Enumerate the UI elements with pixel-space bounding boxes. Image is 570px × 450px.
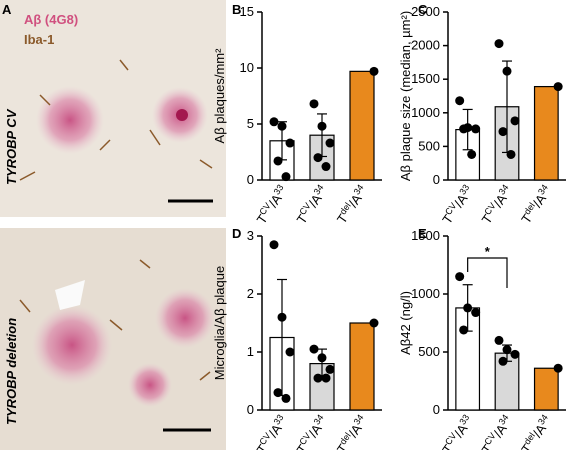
x-tick-label: Tdel/A34 xyxy=(333,183,370,227)
data-point xyxy=(471,308,481,318)
stain-label: Iba-1 xyxy=(24,32,54,47)
y-axis-label: Aβ42 (ng/l) xyxy=(398,291,413,355)
data-point xyxy=(317,121,327,131)
data-point xyxy=(471,124,481,134)
y-tick-label: 1 xyxy=(247,344,254,359)
bar xyxy=(533,367,559,411)
data-point xyxy=(369,66,379,76)
data-point xyxy=(277,312,287,322)
data-point xyxy=(285,138,295,148)
y-tick-label: 0 xyxy=(247,172,254,187)
data-point xyxy=(553,82,563,92)
micrograph-bottom xyxy=(0,228,226,450)
x-tick-label: TCV/A34 xyxy=(478,183,516,227)
data-point xyxy=(273,388,283,398)
row-label: TYROBP deletion xyxy=(4,318,19,425)
x-tick-label: TCV/A34 xyxy=(293,183,331,227)
y-tick-label: 2000 xyxy=(411,38,440,53)
data-point xyxy=(494,335,504,345)
data-point xyxy=(321,373,331,383)
stain-label: Aβ (4G8) xyxy=(24,12,78,27)
x-tick-label: Tdel/A34 xyxy=(517,413,554,450)
panel-letter: D xyxy=(232,226,241,241)
y-tick-label: 500 xyxy=(418,138,440,153)
data-point xyxy=(285,347,295,357)
data-point xyxy=(309,344,319,354)
y-axis-label: Aβ plaque size (median, µm²) xyxy=(398,11,413,181)
data-point xyxy=(498,356,508,366)
y-tick-label: 500 xyxy=(418,344,440,359)
y-tick-label: 2500 xyxy=(411,4,440,19)
y-tick-label: 0 xyxy=(247,402,254,417)
micrograph-top xyxy=(0,0,226,217)
y-axis-label: Microglia/Aβ plaque xyxy=(212,266,227,380)
x-tick-label: TCV/A34 xyxy=(478,413,516,450)
data-point xyxy=(277,121,287,131)
data-point xyxy=(317,353,327,363)
data-point xyxy=(510,116,520,126)
data-point xyxy=(269,240,279,250)
y-tick-label: 10 xyxy=(240,60,254,75)
data-point xyxy=(313,153,323,163)
data-point xyxy=(269,117,279,127)
x-tick-label: Tdel/A34 xyxy=(517,183,554,227)
data-point xyxy=(325,138,335,148)
data-point xyxy=(369,318,379,328)
data-point xyxy=(313,373,323,383)
data-point xyxy=(463,303,473,313)
y-axis-label: Aβ plaques/mm² xyxy=(212,48,227,144)
significance-bracket xyxy=(467,257,508,288)
data-point xyxy=(459,325,469,335)
panel-letter: A xyxy=(2,2,12,17)
data-point xyxy=(498,127,508,137)
x-tick-label: TCV/A33 xyxy=(253,413,291,450)
data-point xyxy=(281,172,291,182)
panel-letter: B xyxy=(232,2,241,17)
y-tick-label: 15 xyxy=(240,4,254,19)
panel-letter: E xyxy=(418,226,427,241)
data-point xyxy=(553,363,563,373)
bar xyxy=(349,322,375,411)
x-tick-label: TCV/A33 xyxy=(438,413,476,450)
data-point xyxy=(502,345,512,355)
y-tick-label: 1500 xyxy=(411,71,440,86)
data-point xyxy=(325,364,335,374)
row-label: TYROBP CV xyxy=(4,108,19,185)
data-point xyxy=(309,99,319,109)
data-point xyxy=(281,393,291,403)
data-point xyxy=(273,156,283,166)
y-tick-label: 2 xyxy=(247,286,254,301)
y-tick-label: 1500 xyxy=(411,228,440,243)
data-point xyxy=(510,349,520,359)
y-tick-label: 5 xyxy=(247,116,254,131)
bar xyxy=(349,70,375,181)
x-tick-label: TCV/A33 xyxy=(438,183,476,227)
data-point xyxy=(459,124,469,134)
data-point xyxy=(502,66,512,76)
y-tick-label: 3 xyxy=(247,228,254,243)
data-point xyxy=(455,96,465,106)
data-point xyxy=(321,162,331,172)
x-tick-label: TCV/A34 xyxy=(293,413,331,450)
y-tick-label: 0 xyxy=(433,172,440,187)
x-tick-label: Tdel/A34 xyxy=(333,413,370,450)
data-point xyxy=(467,149,477,159)
y-tick-label: 1000 xyxy=(411,105,440,120)
data-point xyxy=(506,149,516,159)
y-tick-label: 0 xyxy=(433,402,440,417)
significance-label: * xyxy=(485,244,491,259)
y-tick-label: 1000 xyxy=(411,286,440,301)
data-point xyxy=(494,39,504,49)
panel-letter: C xyxy=(418,2,428,17)
bar xyxy=(533,85,559,181)
data-point xyxy=(455,272,465,282)
x-tick-label: TCV/A33 xyxy=(253,183,291,227)
